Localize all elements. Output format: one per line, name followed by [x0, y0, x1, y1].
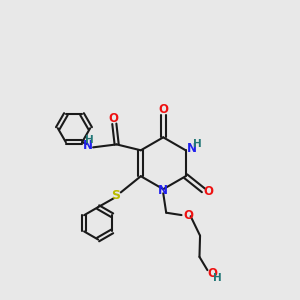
- Text: H: H: [213, 273, 222, 284]
- Text: S: S: [112, 188, 121, 202]
- Text: N: N: [83, 140, 93, 152]
- Text: O: O: [207, 268, 218, 281]
- Text: H: H: [85, 135, 94, 145]
- Text: O: O: [203, 185, 213, 198]
- Text: N: N: [187, 142, 197, 155]
- Text: O: O: [158, 103, 168, 116]
- Text: O: O: [109, 112, 119, 125]
- Text: O: O: [183, 209, 193, 222]
- Text: N: N: [158, 184, 168, 197]
- Text: H: H: [193, 139, 202, 149]
